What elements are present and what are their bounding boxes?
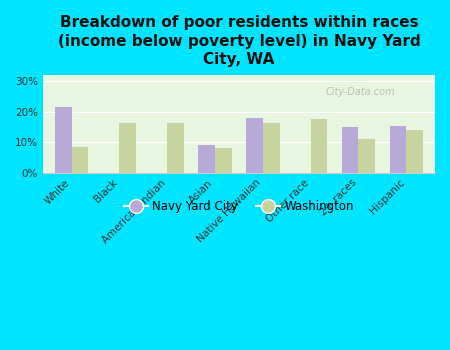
- Bar: [390, 126, 406, 173]
- Bar: [198, 145, 215, 173]
- Text: City-Data.com: City-Data.com: [325, 87, 395, 97]
- Bar: [406, 130, 423, 173]
- Bar: [167, 122, 184, 173]
- Bar: [342, 127, 359, 173]
- Title: Breakdown of poor residents within races
(income below poverty level) in Navy Ya: Breakdown of poor residents within races…: [58, 15, 420, 67]
- Bar: [55, 107, 72, 173]
- Bar: [246, 118, 263, 173]
- Bar: [359, 139, 375, 173]
- Bar: [263, 122, 279, 173]
- Bar: [215, 148, 232, 173]
- Bar: [72, 147, 88, 173]
- Bar: [119, 122, 136, 173]
- Bar: [310, 119, 328, 173]
- Legend: Navy Yard City, Washington: Navy Yard City, Washington: [119, 195, 359, 218]
